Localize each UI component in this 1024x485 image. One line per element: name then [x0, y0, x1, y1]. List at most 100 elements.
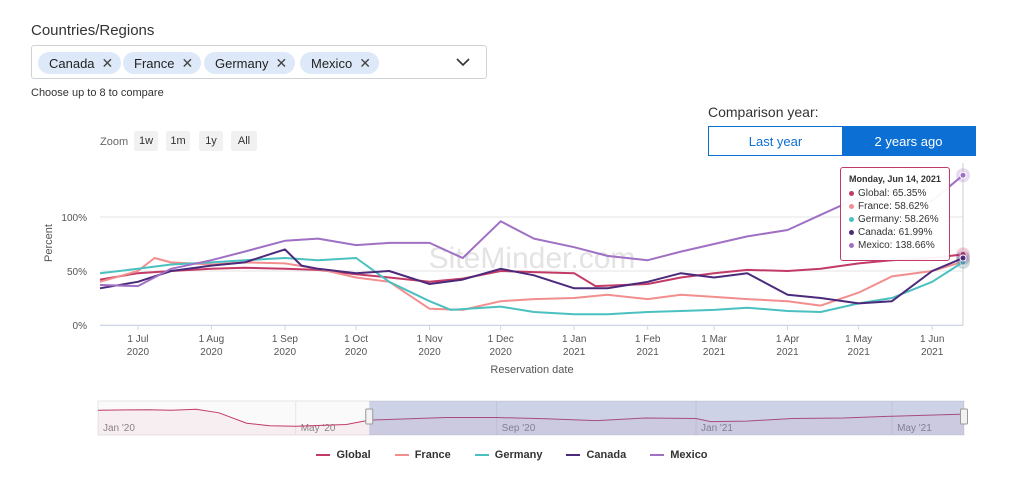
- series-layer: [99, 168, 970, 316]
- navigator-label: Jan '21: [701, 423, 733, 434]
- tooltip-row: Canada: 61.99%: [849, 226, 941, 239]
- legend-item-canada[interactable]: Canada: [566, 449, 626, 461]
- chip-label: Mexico: [311, 55, 353, 71]
- legend-label: Canada: [586, 449, 627, 461]
- x-tick-year: 2020: [274, 347, 297, 358]
- x-axis-title: Reservation date: [490, 364, 573, 376]
- x-tick-label: 1 Feb: [635, 334, 661, 345]
- x-tick-year: 2020: [200, 347, 223, 358]
- y-axis: 0% 50% 100%: [61, 213, 87, 332]
- tooltip-row: Global: 65.35%: [849, 187, 941, 200]
- x-tick-year: 2021: [848, 347, 871, 358]
- series-line-global: [99, 253, 964, 288]
- tooltip-row: Germany: 58.26%: [849, 213, 941, 226]
- watermark: SiteMinder.com: [429, 242, 636, 275]
- selection-hint: Choose up to 8 to compare: [31, 87, 164, 99]
- legend-item-france[interactable]: France: [394, 449, 451, 461]
- y-tick-label: 100%: [61, 213, 87, 224]
- x-tick-year: 2021: [637, 347, 660, 358]
- legend-swatch: [394, 454, 409, 456]
- y-axis-title: Percent: [43, 224, 55, 262]
- legend-swatch: [316, 454, 331, 456]
- navigator-handle-left[interactable]: [365, 408, 374, 425]
- navigator-handle-right[interactable]: [960, 408, 968, 425]
- x-tick-label: 1 Nov: [416, 334, 442, 345]
- x-tick-label: 1 Oct: [344, 334, 368, 345]
- chip-germany[interactable]: Germany ✕: [204, 52, 296, 74]
- close-icon[interactable]: ✕: [101, 54, 114, 71]
- y-tick-label: 50%: [67, 267, 87, 278]
- tooltip-text: Global: 65.35%: [858, 188, 927, 199]
- x-tick-year: 2021: [776, 347, 799, 358]
- legend-swatch: [650, 454, 665, 456]
- hover-point: [959, 171, 967, 179]
- x-tick-label: 1 Apr: [776, 334, 800, 345]
- close-icon[interactable]: ✕: [275, 54, 288, 71]
- dot-icon: [849, 217, 854, 222]
- x-tick-year: 2021: [563, 347, 586, 358]
- chip-label: Germany: [215, 55, 269, 71]
- x-tick-label: 1 Mar: [701, 334, 727, 345]
- last-year-button[interactable]: Last year: [709, 127, 842, 155]
- navigator-label: May '21: [897, 423, 932, 434]
- country-selector[interactable]: Canada ✕ France ✕ Germany ✕ Mexico ✕: [31, 45, 487, 79]
- x-tick-label: 1 Sep: [272, 334, 299, 345]
- comparison-year-label: Comparison year:: [708, 104, 819, 120]
- chip-canada[interactable]: Canada ✕: [38, 52, 122, 74]
- x-tick-label: 1 Jul: [127, 334, 148, 345]
- tooltip-date: Monday, Jun 14, 2021: [849, 174, 941, 184]
- navigator-series: [97, 408, 965, 427]
- x-tick-label: 1 Aug: [199, 334, 225, 345]
- x-tick-label: 1 Jun: [920, 334, 944, 345]
- legend-label: Germany: [494, 449, 543, 461]
- zoom-label: Zoom: [100, 136, 129, 148]
- chip-label: France: [134, 55, 175, 71]
- range-navigator: Jan '20 May '20 Sep '20 Jan '21 May '21: [97, 400, 968, 436]
- tooltip-text: Mexico: 138.66%: [858, 240, 935, 251]
- x-axis: 1 Jul 2020 1 Aug 2020 1 Sep 2020 1 Oct 2020 1 No…: [127, 325, 944, 358]
- navigator-label: Jan '20: [103, 423, 135, 434]
- chevron-down-icon[interactable]: [454, 53, 472, 71]
- chip-mexico[interactable]: Mexico ✕: [300, 52, 379, 74]
- legend-item-germany[interactable]: Germany: [474, 449, 543, 461]
- x-tick-year: 2021: [703, 347, 726, 358]
- series-line-germany: [99, 257, 964, 316]
- comparison-toggle[interactable]: Last year 2 years ago: [708, 126, 976, 156]
- navigator-area: [98, 409, 964, 435]
- dot-icon: [849, 191, 854, 196]
- two-years-ago-button[interactable]: 2 years ago: [842, 127, 975, 155]
- navigator-label: Sep '20: [502, 423, 536, 434]
- x-tick-year: 2020: [418, 347, 441, 358]
- tooltip-text: France: 58.62%: [858, 201, 929, 212]
- countries-label: Countries/Regions: [31, 22, 155, 39]
- y-tick-label: 0%: [73, 321, 88, 332]
- dot-icon: [849, 230, 854, 235]
- x-tick-year: 2020: [490, 347, 513, 358]
- legend: Global France Germany Canada Mexico: [0, 449, 1024, 461]
- legend-item-mexico[interactable]: Mexico: [650, 449, 708, 461]
- tooltip-text: Canada: 61.99%: [858, 227, 933, 238]
- legend-swatch: [474, 454, 489, 456]
- legend-swatch: [566, 454, 581, 456]
- zoom-1y-button[interactable]: 1y: [199, 131, 223, 151]
- series-line-mexico: [99, 174, 964, 288]
- dot-icon: [849, 243, 854, 248]
- close-icon[interactable]: ✕: [181, 54, 194, 71]
- hover-point: [959, 254, 967, 262]
- legend-label: France: [414, 449, 451, 461]
- close-icon[interactable]: ✕: [359, 54, 371, 71]
- legend-label: Global: [336, 449, 371, 461]
- legend-label: Mexico: [670, 449, 708, 461]
- zoom-all-button[interactable]: All: [231, 131, 257, 151]
- x-tick-year: 2021: [921, 347, 944, 358]
- zoom-1m-button[interactable]: 1m: [166, 131, 190, 151]
- x-tick-year: 2020: [127, 347, 150, 358]
- legend-item-global[interactable]: Global: [316, 449, 371, 461]
- chip-france[interactable]: France ✕: [123, 52, 202, 74]
- zoom-1w-button[interactable]: 1w: [134, 131, 158, 151]
- navigator-label: May '20: [301, 423, 336, 434]
- data-tooltip: Monday, Jun 14, 2021 Global: 65.35% Fran…: [840, 167, 950, 261]
- navigator-selection: [369, 401, 964, 435]
- grid-lines: [100, 163, 964, 326]
